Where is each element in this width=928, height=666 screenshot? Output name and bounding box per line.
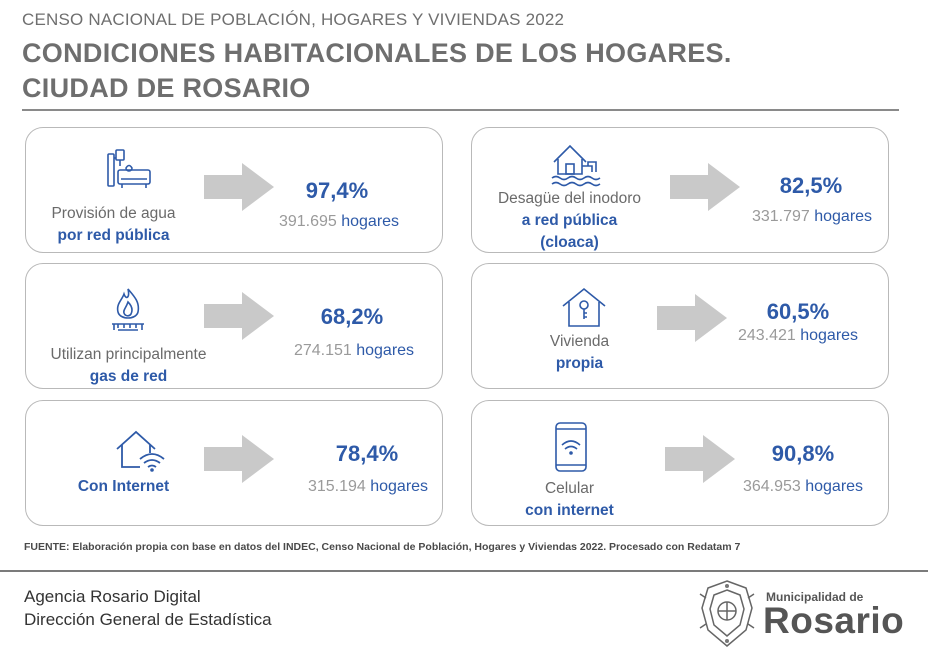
source-note: FUENTE: Elaboración propia con base en d… xyxy=(24,541,741,553)
arrow-right-icon xyxy=(657,294,727,342)
title-line-1: CONDICIONES HABITACIONALES DE LOS HOGARE… xyxy=(22,38,732,68)
card-water-count: 391.695 hogares xyxy=(249,213,429,231)
card-gas-label-line1: Utilizan principalmente xyxy=(50,346,207,363)
card-water-label-line1: Provisión de agua xyxy=(51,205,176,222)
card-internet-count-number: 315.194 xyxy=(307,478,366,495)
house-wifi-icon xyxy=(116,430,165,472)
directorate-name: Dirección General de Estadística xyxy=(24,610,272,629)
card-sewer-label-line1: Desagüe del inodoro xyxy=(497,190,642,207)
card-gas-count-unit: hogares xyxy=(356,342,415,359)
municipality-label: Municipalidad de xyxy=(766,590,864,604)
arrow-right-icon xyxy=(670,163,740,211)
card-sewer-count: 331.797 hogares xyxy=(722,208,902,226)
card-sewer-count-number: 331.797 xyxy=(751,208,810,225)
card-sewer-percent: 82,5% xyxy=(779,173,843,198)
card-internet-percent: 78,4% xyxy=(335,441,399,466)
water-tank-icon xyxy=(107,149,151,188)
card-mobile-label-line1: Celular xyxy=(544,480,595,497)
card-water-label: Provisión de agua por red pública xyxy=(31,203,196,247)
arrow-right-icon xyxy=(665,435,735,483)
supertitle: CENSO NACIONAL DE POBLACIÓN, HOGARES Y V… xyxy=(22,10,565,29)
card-gas-count-number: 274.151 xyxy=(293,342,352,359)
card-mobile-count-unit: hogares xyxy=(805,478,864,495)
card-water-percent: 97,4% xyxy=(305,178,369,203)
agency-block: Agencia Rosario Digital Dirección Genera… xyxy=(24,585,272,631)
title-line-2: CIUDAD DE ROSARIO xyxy=(22,73,311,103)
card-sewer-label-line2: a red pública xyxy=(521,212,618,229)
title-divider xyxy=(22,109,899,111)
card-mobile: Celular con internet 90,8% 364.953 hogar… xyxy=(471,400,889,526)
house-sewer-icon xyxy=(551,144,601,187)
card-internet-count: 315.194 hogares xyxy=(278,478,458,496)
card-gas: Utilizan principalmente gas de red 68,2%… xyxy=(25,263,443,389)
card-internet: Con Internet 78,4% 315.194 hogares xyxy=(25,400,443,526)
card-own-home-count-unit: hogares xyxy=(800,327,859,344)
footer-divider xyxy=(0,570,928,572)
card-own-home: Vivienda propia 60,5% 243.421 hogares xyxy=(471,263,889,389)
smartphone-wifi-icon xyxy=(555,422,587,472)
card-water-count-unit: hogares xyxy=(341,213,400,230)
card-own-home-count-number: 243.421 xyxy=(737,327,796,344)
card-mobile-count-number: 364.953 xyxy=(742,478,801,495)
card-internet-count-unit: hogares xyxy=(370,478,429,495)
gas-flame-icon xyxy=(112,288,144,331)
card-sewer-label: Desagüe del inodoro a red pública (cloac… xyxy=(477,188,662,254)
page-title: CONDICIONES HABITACIONALES DE LOS HOGARE… xyxy=(22,36,732,106)
card-gas-count: 274.151 hogares xyxy=(264,342,444,360)
arrow-right-icon xyxy=(204,435,274,483)
card-own-home-percent: 60,5% xyxy=(766,299,830,324)
card-gas-label-line2: gas de red xyxy=(89,368,168,385)
card-mobile-percent: 90,8% xyxy=(771,441,835,466)
municipality-name: Rosario xyxy=(763,600,905,641)
card-internet-label: Con Internet xyxy=(36,476,211,498)
card-water: Provisión de agua por red pública 97,4% … xyxy=(25,127,443,253)
card-sewer-label-line3: (cloaca) xyxy=(540,234,599,251)
card-own-home-label: Vivienda propia xyxy=(497,331,662,375)
card-water-label-line2: por red pública xyxy=(57,227,170,244)
card-own-home-label-line2: propia xyxy=(555,355,604,372)
card-own-home-label-line1: Vivienda xyxy=(549,333,610,350)
arrow-right-icon xyxy=(204,292,274,340)
card-mobile-label: Celular con internet xyxy=(482,478,657,522)
card-sewer: Desagüe del inodoro a red pública (cloac… xyxy=(471,127,889,253)
card-gas-percent: 68,2% xyxy=(320,304,384,329)
card-sewer-count-unit: hogares xyxy=(814,208,873,225)
card-gas-label: Utilizan principalmente gas de red xyxy=(36,344,221,388)
agency-name: Agencia Rosario Digital xyxy=(24,587,201,606)
card-own-home-count: 243.421 hogares xyxy=(708,327,888,345)
house-key-icon xyxy=(562,287,606,327)
arrow-right-icon xyxy=(204,163,274,211)
card-internet-label-line2: Con Internet xyxy=(77,478,170,495)
card-mobile-label-line2: con internet xyxy=(525,502,614,519)
card-mobile-count: 364.953 hogares xyxy=(713,478,893,496)
card-water-count-number: 391.695 xyxy=(278,213,337,230)
municipal-seal-icon xyxy=(699,580,755,647)
